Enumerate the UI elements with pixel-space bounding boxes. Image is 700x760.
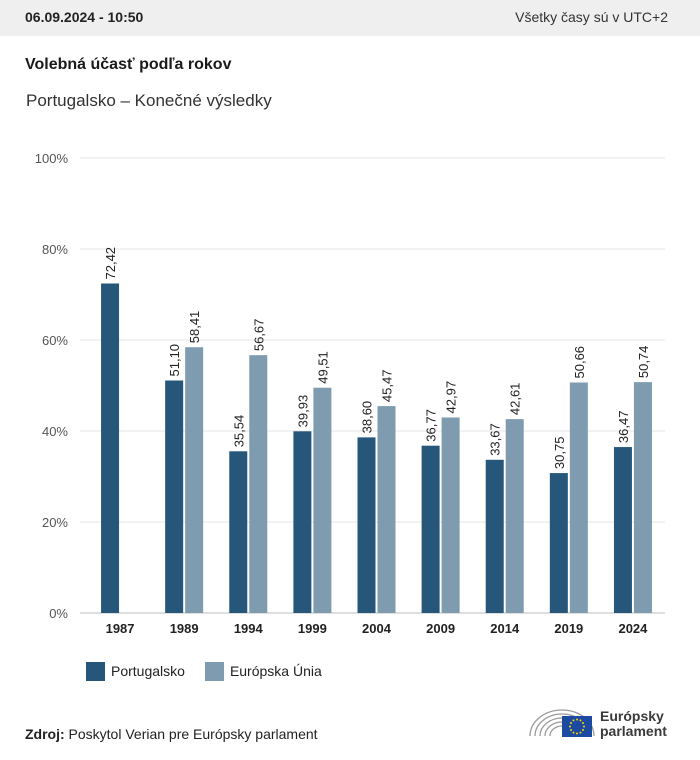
y-tick-label: 100%	[35, 151, 69, 166]
legend-item-eu: Európska Únia	[204, 661, 322, 681]
y-tick-label: 40%	[42, 424, 68, 439]
bar-portugal-1989	[165, 380, 184, 613]
top-bar: 06.09.2024 - 10:50 Všetky časy sú v UTC+…	[0, 0, 700, 36]
logo-line-1: Európsky	[600, 708, 664, 724]
bar-eu-2019	[569, 382, 588, 613]
legend-label-eu: Európska Únia	[229, 663, 322, 679]
y-tick-label: 0%	[49, 606, 68, 621]
x-tick-label: 1989	[170, 621, 199, 636]
bar-eu-1989	[185, 347, 204, 613]
bar-portugal-1999	[293, 431, 312, 613]
source-label: Zdroj:	[25, 726, 65, 742]
data-label: 51,10	[167, 344, 182, 377]
data-label: 35,54	[231, 415, 246, 448]
data-label: 39,93	[295, 395, 310, 428]
x-tick-label: 1999	[298, 621, 327, 636]
bar-portugal-2014	[485, 459, 504, 613]
data-label: 36,77	[424, 409, 439, 442]
timezone-note: Všetky časy sú v UTC+2	[515, 9, 668, 25]
bar-portugal-1987	[101, 283, 120, 613]
data-label: 58,41	[187, 311, 202, 344]
logo-line-2: parlament	[600, 723, 667, 739]
y-tick-label: 60%	[42, 333, 68, 348]
legend-swatch-eu	[204, 661, 224, 681]
legend: Portugalsko Európska Únia	[86, 661, 342, 681]
bar-portugal-2009	[421, 445, 440, 613]
legend-item-portugal: Portugalsko	[86, 661, 185, 681]
data-label: 30,75	[552, 437, 567, 470]
bar-portugal-1994	[229, 451, 248, 613]
data-label: 38,60	[360, 401, 375, 434]
bar-eu-2009	[441, 417, 460, 613]
x-tick-label: 1987	[106, 621, 135, 636]
bar-portugal-2024	[613, 447, 632, 613]
y-tick-label: 20%	[42, 515, 68, 530]
x-tick-label: 2024	[618, 621, 648, 636]
eu-flag-icon	[562, 716, 592, 737]
data-label: 50,66	[572, 346, 587, 379]
legend-label-portugal: Portugalsko	[111, 663, 185, 679]
data-label: 36,47	[616, 411, 631, 444]
x-tick-label: 2004	[362, 621, 392, 636]
x-tick-label: 1994	[234, 621, 264, 636]
timestamp: 06.09.2024 - 10:50	[25, 9, 144, 25]
data-label: 42,97	[444, 381, 459, 414]
bar-eu-2014	[505, 419, 524, 613]
bar-eu-1999	[313, 387, 332, 613]
data-label: 33,67	[488, 423, 503, 456]
data-label: 42,61	[508, 383, 523, 416]
x-tick-label: 2014	[490, 621, 520, 636]
bar-chart: 0% 20% 40% 60% 80% 100% 72,42 1987 51,10 58,41 198…	[35, 151, 665, 636]
bar-eu-2024	[633, 382, 652, 613]
bar-portugal-2019	[549, 473, 568, 613]
chart-subtitle: Portugalsko – Konečné výsledky	[26, 91, 272, 110]
data-label: 50,74	[636, 346, 651, 379]
eu-flag-stars	[569, 718, 585, 735]
y-tick-label: 80%	[42, 242, 68, 257]
logo-text: Európsky parlament	[600, 709, 667, 739]
data-label: 45,47	[380, 370, 395, 403]
data-label: 56,67	[251, 319, 266, 352]
source-note: Zdroj: Poskytol Verian pre Európsky parl…	[25, 726, 318, 742]
data-label: 49,51	[315, 351, 330, 384]
source-text: Poskytol Verian pre Európsky parlament	[68, 726, 318, 742]
data-label: 72,42	[103, 247, 118, 280]
x-tick-label: 2019	[554, 621, 583, 636]
bar-eu-2004	[377, 406, 396, 613]
chart-title: Volebná účasť podľa rokov	[25, 56, 232, 73]
legend-swatch-portugal	[86, 661, 105, 681]
bar-portugal-2004	[357, 437, 376, 613]
x-tick-label: 2009	[426, 621, 455, 636]
bar-eu-1994	[249, 355, 268, 613]
european-parliament-logo	[529, 709, 595, 737]
